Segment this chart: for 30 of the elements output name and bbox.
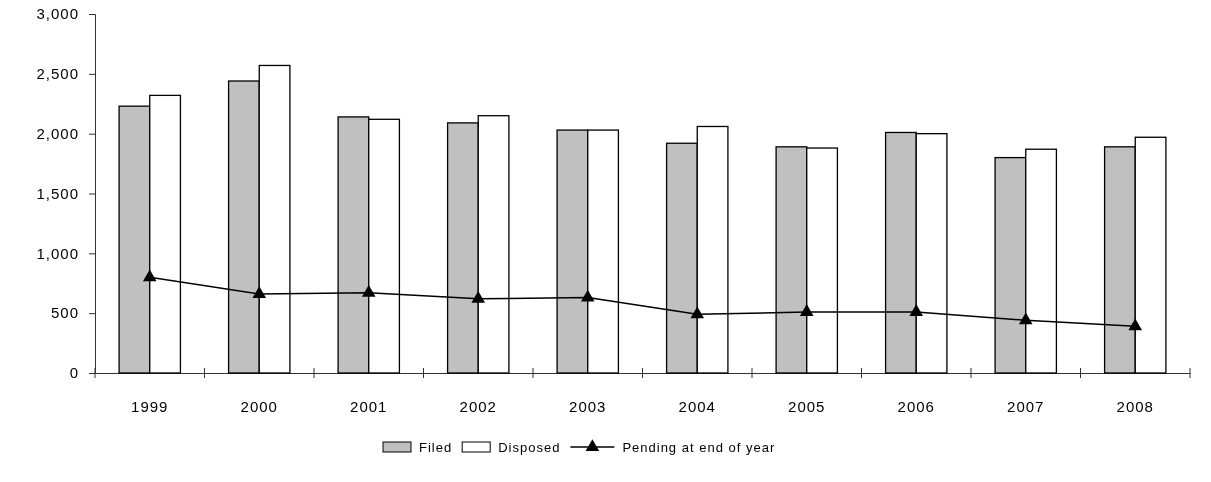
legend-label: Pending at end of year (622, 440, 776, 455)
x-tick-label: 2004 (678, 397, 716, 415)
point (142, 269, 157, 282)
y-tick-label: 2,000 (36, 124, 79, 142)
point (1128, 318, 1143, 331)
point (799, 304, 814, 316)
point (580, 289, 595, 302)
point (471, 290, 486, 303)
y-tick-label: 3,000 (36, 5, 79, 23)
y-tick-label: 0 (69, 364, 79, 382)
point (1018, 312, 1033, 325)
x-tick-label: 2008 (1116, 397, 1154, 415)
y-tick-label: 500 (50, 304, 79, 322)
y-tick-label: 1,000 (36, 244, 79, 262)
y-tick-label: 1,500 (36, 184, 79, 202)
x-tick-label: 1999 (131, 397, 169, 415)
legend-label: Disposed (498, 440, 561, 455)
point (361, 284, 376, 297)
x-tick-label: 2006 (897, 397, 935, 415)
x-tick-label: 2001 (350, 397, 388, 415)
x-tick-label: 2002 (459, 397, 497, 415)
y-tick-label: 2,500 (36, 65, 79, 83)
point (909, 304, 924, 316)
x-tick-label: 2003 (569, 397, 607, 415)
point (690, 306, 705, 319)
x-tick-label: 2000 (240, 397, 278, 415)
x-tick-label: 2005 (788, 397, 826, 415)
legend-label: Filed (419, 440, 453, 455)
x-tick-label: 2007 (1007, 397, 1045, 415)
point (252, 286, 267, 298)
